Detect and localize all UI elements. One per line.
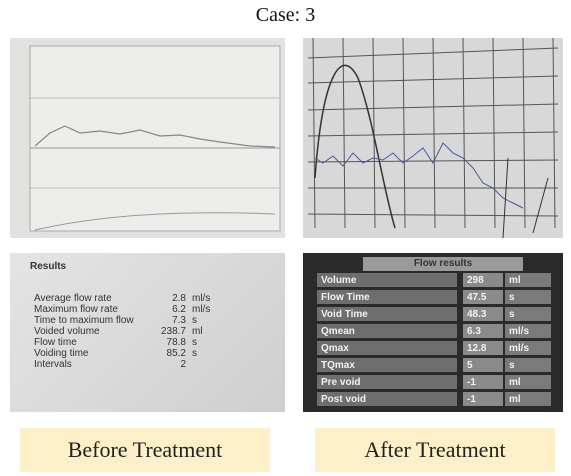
results-heading: Results (30, 261, 67, 272)
result-value: 5 (463, 358, 503, 372)
result-label: Void Time (317, 307, 457, 321)
result-unit: s (505, 307, 551, 321)
result-label: Flow Time (317, 290, 457, 304)
result-unit: ml (505, 392, 551, 406)
result-label: Qmax (317, 341, 457, 355)
result-unit: s (505, 358, 551, 372)
result-value: 48.3 (463, 307, 503, 321)
after-results-photo: Flow results Volume 298 ml Flow Time 47.5 s Voi… (303, 253, 563, 412)
result-value: 78.8 (166, 337, 186, 348)
results-heading: Flow results (363, 257, 523, 271)
caption: After Treatment (315, 428, 555, 472)
result-label: Intervals (34, 359, 72, 370)
result-label: Flow time (34, 337, 77, 348)
result-unit: s (192, 337, 197, 348)
result-row: Average flow rate 2.8 ml/s (34, 293, 274, 305)
result-value: 6.3 (463, 324, 503, 338)
result-row: Time to maximum flow 7.3 s (34, 315, 274, 327)
result-label: Average flow rate (34, 293, 112, 304)
result-row: Qmax 12.8 ml/s (317, 341, 557, 356)
figure-title: Case: 3 (255, 4, 316, 26)
after-graph-photo (303, 38, 563, 238)
result-row: Post void -1 ml (317, 392, 557, 407)
result-value: 12.8 (463, 341, 503, 355)
result-unit: s (505, 290, 551, 304)
before-results-photo: Results Average flow rate 2.8 ml/s Maximum f… (10, 253, 285, 412)
result-label: Volume (317, 273, 457, 287)
result-label: Qmean (317, 324, 457, 338)
result-label: Voided volume (34, 326, 100, 337)
result-row: Pre void -1 ml (317, 375, 557, 390)
result-label: Pre void (317, 375, 457, 389)
result-unit: ml/s (192, 304, 211, 315)
result-value: -1 (463, 392, 503, 406)
before-graph-photo: . (10, 38, 285, 238)
result-value: 2.8 (172, 293, 186, 304)
result-value: 6.2 (172, 304, 186, 315)
result-label: Maximum flow rate (34, 304, 118, 315)
result-row: Voiding time 85.2 s (34, 348, 274, 360)
result-row: Qmean 6.3 ml/s (317, 324, 557, 339)
result-row: Volume 298 ml (317, 273, 557, 288)
result-unit: ml/s (505, 324, 551, 338)
result-unit: ml (505, 375, 551, 389)
result-value: -1 (463, 375, 503, 389)
result-value: 2 (180, 359, 186, 370)
result-label: TQmax (317, 358, 457, 372)
result-value: 238.7 (160, 326, 186, 337)
result-unit: ml (192, 326, 203, 337)
result-row: Intervals 2 (34, 359, 274, 371)
svg-text:.: . (40, 232, 41, 238)
result-unit: ml/s (192, 293, 211, 304)
result-value: 47.5 (463, 290, 503, 304)
result-value: 7.3 (172, 315, 186, 326)
result-unit: ml/s (505, 341, 551, 355)
result-row: Void Time 48.3 s (317, 307, 557, 322)
result-row: Flow Time 47.5 s (317, 290, 557, 305)
result-value: 298 (463, 273, 503, 287)
result-value: 85.2 (166, 348, 186, 359)
result-row: Voided volume 238.7 ml (34, 326, 274, 338)
result-row: Flow time 78.8 s (34, 337, 274, 349)
caption: Before Treatment (20, 428, 270, 472)
result-unit: s (192, 348, 197, 359)
result-label: Time to maximum flow (34, 315, 134, 326)
result-row: Maximum flow rate 6.2 ml/s (34, 304, 274, 316)
result-row: TQmax 5 s (317, 358, 557, 373)
result-label: Post void (317, 392, 457, 406)
result-unit: ml (505, 273, 551, 287)
result-label: Voiding time (34, 348, 89, 359)
result-unit: s (192, 315, 197, 326)
